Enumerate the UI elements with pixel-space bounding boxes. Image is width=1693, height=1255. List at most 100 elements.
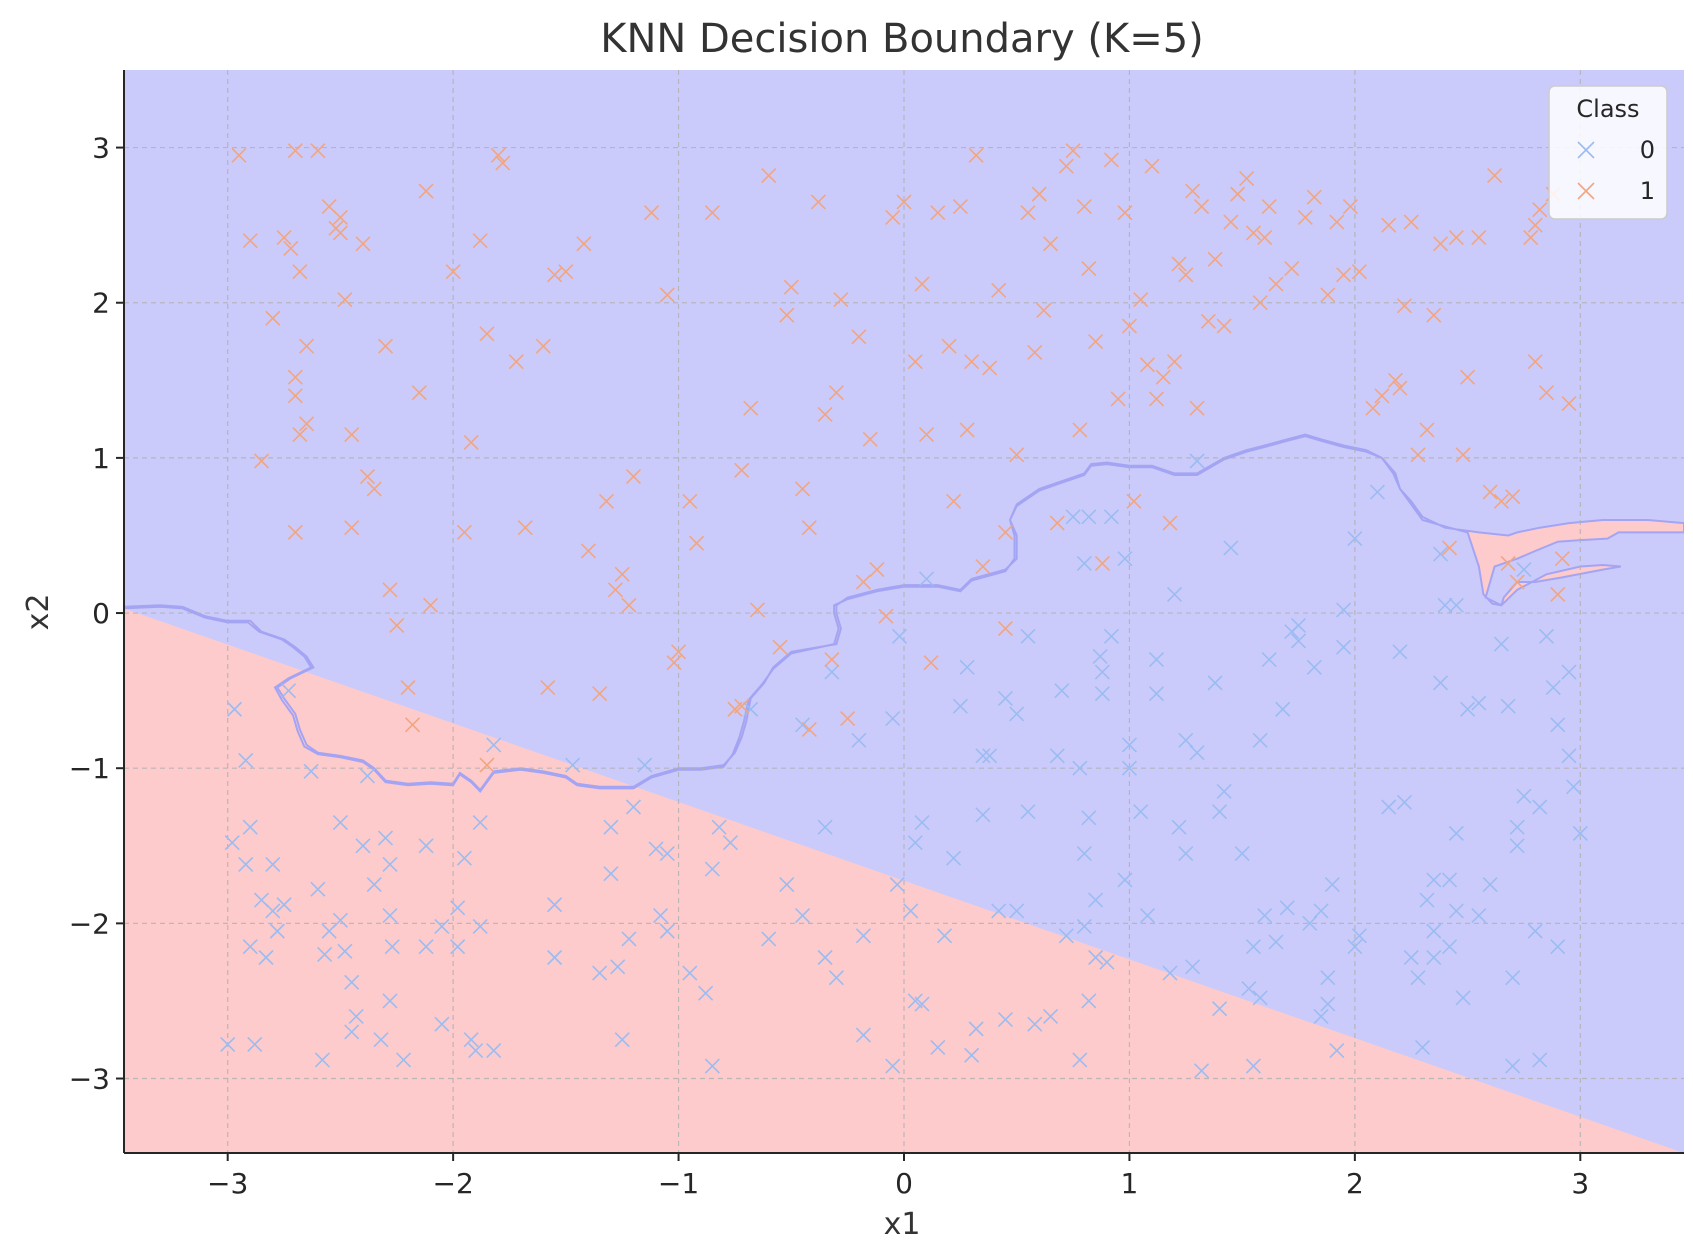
point-class-0-179 [1369,484,1385,500]
point-class-0-135 [1133,804,1149,820]
point-class-0-208 [1532,1052,1548,1068]
point-class-0-201 [1500,698,1516,714]
point-class-0-86 [903,903,919,919]
point-class-0-50 [547,949,563,966]
point-class-0-108 [1020,804,1036,820]
point-class-1-26 [382,582,398,598]
point-class-0-114 [1065,509,1081,525]
point-class-0-58 [625,799,642,815]
point-class-1-85 [885,209,901,225]
point-class-0-9 [269,923,285,939]
point-class-0-5 [242,939,258,955]
point-class-0-56 [614,1032,630,1048]
point-class-0-27 [377,830,394,846]
point-class-1-6 [287,143,303,159]
point-class-0-175 [1336,602,1352,618]
point-class-1-46 [558,264,574,280]
point-class-0-117 [1076,918,1092,935]
point-class-1-47 [576,236,592,252]
point-class-1-121 [1126,493,1142,509]
point-class-0-140 [1166,586,1183,602]
point-class-0-65 [698,985,714,1001]
point-class-1-144 [1268,276,1284,292]
point-class-1-83 [869,562,885,578]
point-class-1-60 [689,535,705,551]
point-class-1-133 [1194,198,1210,215]
point-class-0-178 [1347,531,1363,547]
point-class-1-116 [1094,555,1110,571]
point-class-1-166 [1455,447,1471,463]
point-class-0-1 [238,752,254,769]
point-class-1-146 [1297,209,1313,225]
point-class-0-106 [1009,903,1025,919]
point-class-1-87 [907,354,923,370]
point-class-0-49 [547,897,563,913]
point-class-0-21 [348,1008,364,1025]
point-class-1-178 [1538,385,1555,401]
point-class-1-124 [1144,158,1160,174]
y-axis-label: x2 [21,594,56,631]
point-class-1-154 [1374,388,1390,404]
point-class-0-141 [1171,819,1187,835]
point-class-0-80 [855,1027,871,1043]
y-tick-label-5: 2 [92,287,110,320]
point-class-1-28 [400,679,416,696]
point-class-0-78 [824,664,840,680]
point-class-1-171 [1493,493,1509,509]
point-class-1-119 [1117,205,1133,221]
point-class-0-196 [1460,701,1476,717]
point-class-1-77 [828,385,844,401]
point-class-1-2 [253,453,270,469]
point-class-1-37 [479,326,495,342]
point-class-0-213 [1561,664,1577,680]
point-class-1-125 [1148,391,1165,407]
point-class-1-31 [418,183,434,199]
point-class-0-22 [344,1024,360,1040]
point-class-1-92 [941,338,957,354]
point-class-0-110 [1042,1008,1059,1025]
point-class-1-129 [1171,256,1187,272]
point-class-0-105 [1009,706,1025,722]
point-class-0-61 [652,908,669,924]
point-class-1-22 [355,236,371,252]
point-class-1-104 [1020,205,1036,221]
point-class-1-91 [930,205,946,221]
point-class-0-138 [1148,652,1165,668]
point-class-0-116 [1072,1052,1088,1068]
point-class-1-140 [1245,225,1261,241]
point-class-1-183 [1527,217,1543,233]
legend-x-marker-1 [1577,182,1595,200]
point-class-1-122 [1133,292,1149,308]
data-points [220,143,1588,1079]
point-class-1-148 [1320,287,1336,303]
y-tick-label-2: −1 [69,752,110,785]
point-class-0-8 [265,903,281,919]
point-class-0-73 [794,908,811,924]
point-class-0-32 [395,1052,412,1068]
point-class-1-13 [287,524,303,540]
point-class-0-145 [1189,745,1205,761]
x-tick-label-1: −2 [432,1167,473,1200]
point-class-1-45 [547,267,563,283]
point-class-0-41 [468,1043,484,1059]
point-class-1-141 [1252,295,1268,311]
point-class-0-180 [1381,799,1397,815]
point-class-1-181 [1554,551,1570,567]
legend-title: Class [1576,95,1639,123]
y-ticks: −3 −2 −1 0 1 2 3 [69,132,124,1096]
point-class-1-168 [1471,230,1487,246]
point-class-1-50 [598,493,614,509]
point-class-1-42 [517,520,533,536]
point-class-0-211 [1550,717,1566,733]
legend: Class 0 1 [1548,85,1668,220]
point-class-1-111 [1065,143,1081,159]
point-class-1-120 [1121,318,1137,334]
point-class-0-51 [565,757,581,773]
point-class-1-35 [463,434,479,450]
point-class-0-210 [1545,679,1561,696]
x-tick-label-0: −3 [207,1167,248,1200]
point-class-1-158 [1396,298,1413,314]
point-class-0-161 [1275,701,1291,717]
point-class-1-72 [801,520,817,536]
point-class-0-34 [418,939,434,955]
